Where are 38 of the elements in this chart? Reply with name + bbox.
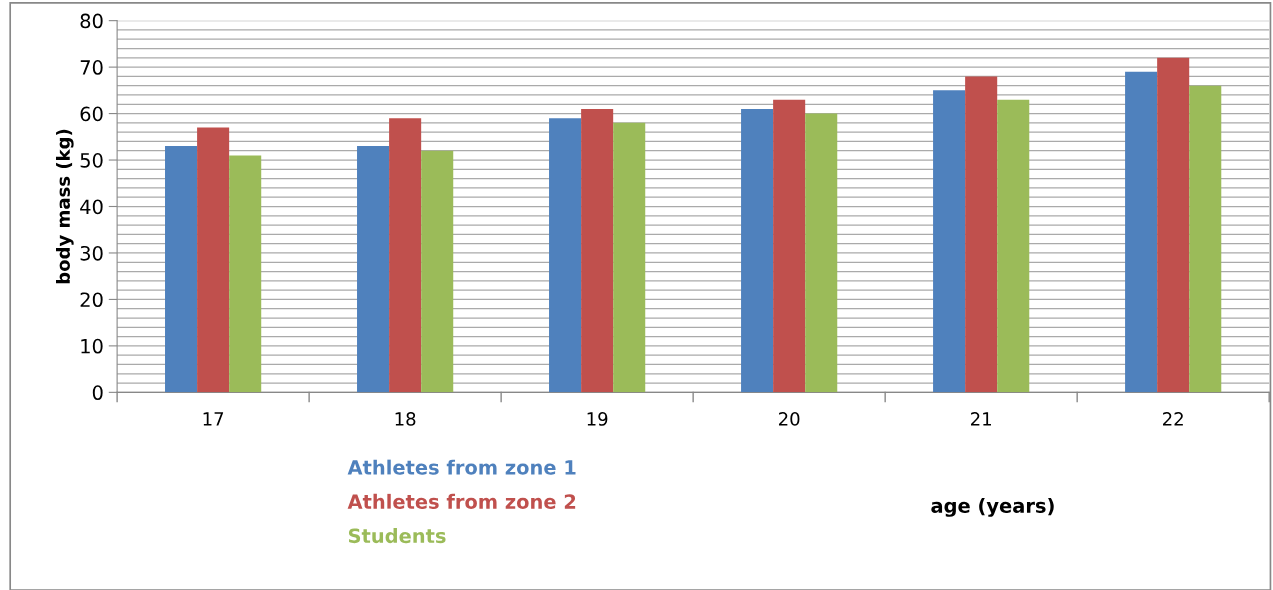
x-tick-label: 19	[587, 412, 608, 426]
bar	[229, 155, 262, 393]
x-tick-label: 17	[203, 412, 224, 426]
bar	[1125, 71, 1158, 393]
y-axis-title: body mass (kg)	[56, 129, 74, 284]
text: Athletes from zone 2	[347, 493, 576, 509]
y-tick-label: 70	[80, 60, 103, 75]
x-tick-label: 20	[778, 412, 800, 426]
y-tick-label: 40	[80, 199, 103, 215]
bar	[933, 90, 966, 393]
x-axis-title: age (years)	[931, 497, 1054, 517]
x-tick-label: 21	[971, 412, 991, 426]
bar	[741, 108, 774, 393]
x-tick-label: 18	[395, 412, 416, 426]
y-tick-label: 60	[80, 106, 103, 122]
bar	[997, 99, 1030, 393]
y-tick-label: 0	[92, 385, 103, 401]
x-tick-label: 22	[1163, 412, 1183, 426]
bar	[613, 122, 646, 393]
bar	[773, 99, 806, 393]
y-tick-label: 30	[80, 245, 103, 261]
bar	[165, 146, 198, 393]
bar	[581, 108, 614, 393]
y-tick-label: 80	[80, 13, 103, 29]
bar	[421, 150, 454, 393]
y-tick-label: 10	[81, 338, 103, 354]
bar	[1157, 57, 1190, 393]
text: Students	[348, 528, 446, 544]
bar	[549, 118, 582, 393]
y-tick-label: 50	[80, 152, 103, 168]
bar	[965, 76, 998, 393]
y-tick-label: 20	[80, 292, 103, 308]
bar	[805, 113, 838, 393]
bar	[1189, 85, 1222, 393]
bar	[197, 127, 230, 393]
text: Athletes from zone 1	[347, 459, 576, 475]
bar	[357, 146, 390, 393]
bar	[389, 118, 422, 393]
